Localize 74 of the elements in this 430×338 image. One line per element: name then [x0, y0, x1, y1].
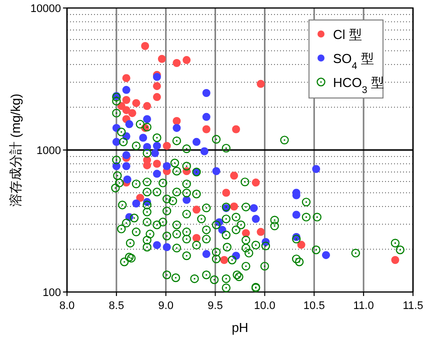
- point: [192, 206, 201, 214]
- x-axis-title: pH: [232, 320, 248, 335]
- point: [391, 256, 400, 264]
- point: [162, 243, 171, 252]
- point: [143, 115, 152, 124]
- point: [172, 117, 181, 126]
- point: [162, 162, 171, 170]
- x-tick-label: 10.5: [303, 300, 325, 312]
- point: [136, 194, 144, 202]
- point: [152, 170, 161, 178]
- legend-label: SO$_{4}$ 型: [333, 51, 374, 72]
- point: [162, 142, 171, 150]
- point: [158, 54, 166, 63]
- point: [172, 58, 181, 67]
- x-tick-label: 9.5: [208, 300, 223, 312]
- point: [252, 178, 260, 187]
- point: [152, 93, 161, 102]
- point: [141, 42, 150, 50]
- point: [212, 167, 220, 176]
- point: [182, 196, 191, 204]
- point: [252, 214, 260, 223]
- point: [250, 204, 258, 212]
- point: [232, 125, 240, 134]
- legend-label: HCO$_{3}$ 型: [333, 75, 384, 96]
- x-tick-label: 9.0: [158, 300, 174, 312]
- point: [182, 56, 191, 64]
- point: [122, 74, 130, 82]
- point: [202, 125, 210, 134]
- point: [172, 124, 181, 132]
- point: [150, 149, 159, 158]
- point: [139, 134, 148, 142]
- point: [230, 172, 238, 180]
- point: [112, 138, 120, 146]
- y-tick-label: 1000: [36, 145, 61, 157]
- point: [128, 109, 136, 118]
- point: [230, 202, 238, 211]
- x-tick-label: 8.5: [108, 300, 124, 312]
- point: [152, 241, 161, 250]
- point: [202, 89, 210, 97]
- point: [297, 240, 306, 249]
- point: [202, 250, 210, 258]
- y-axis-title: 溶存成分計 (mg/kg): [8, 94, 23, 206]
- point: [122, 162, 130, 170]
- point: [152, 160, 161, 168]
- y-tick-label: 10000: [30, 3, 61, 15]
- point: [312, 164, 320, 173]
- point: [152, 82, 161, 90]
- point: [132, 200, 140, 208]
- point: [122, 151, 130, 160]
- point: [132, 99, 140, 108]
- point: [322, 251, 330, 260]
- point: [200, 147, 208, 156]
- y-tick-label: 100: [42, 287, 61, 299]
- point: [256, 228, 265, 236]
- point: [220, 256, 228, 264]
- point: [256, 80, 265, 88]
- x-tick-label: 11.0: [353, 300, 374, 312]
- legend-label: Cl 型: [333, 27, 362, 42]
- point: [143, 102, 152, 110]
- point: [123, 175, 132, 184]
- point: [122, 106, 130, 114]
- point: [202, 112, 210, 121]
- x-tick-label: 8.0: [59, 300, 75, 312]
- point: [122, 86, 130, 94]
- point: [222, 188, 230, 197]
- x-tick-label: 10.0: [254, 300, 276, 312]
- point: [242, 229, 250, 238]
- x-tick-label: 11.5: [402, 300, 424, 312]
- point: [192, 234, 201, 242]
- point: [292, 210, 300, 219]
- point: [122, 96, 130, 104]
- point: [152, 142, 161, 150]
- point: [125, 120, 134, 128]
- point: [192, 138, 201, 146]
